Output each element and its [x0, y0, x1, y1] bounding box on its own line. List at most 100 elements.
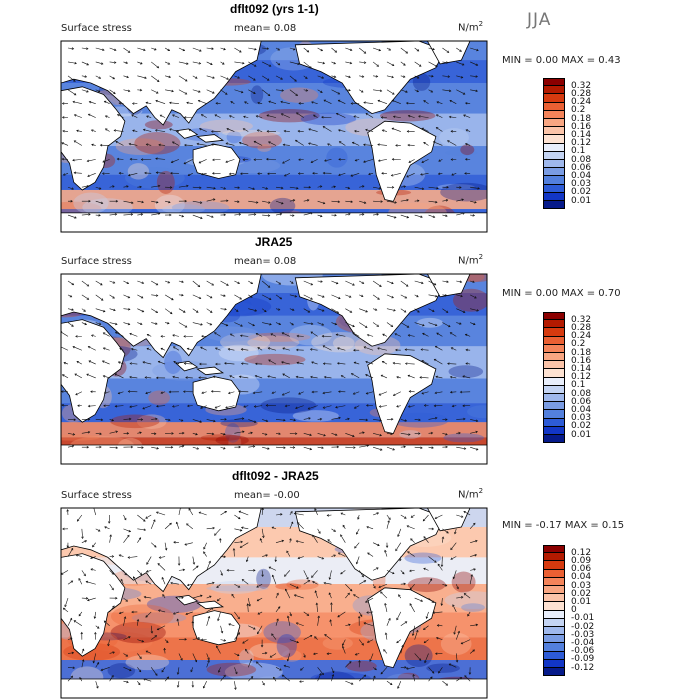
- panel-3-minmax: MIN = -0.17 MAX = 0.15: [502, 520, 625, 531]
- colorbar-swatch: [543, 328, 565, 337]
- colorbar-swatch: [543, 110, 565, 119]
- colorbar-tick-label: 0.18: [571, 347, 592, 358]
- colorbar-tick-label: 0.03: [571, 179, 592, 190]
- colorbar-tick-label: 0.24: [571, 97, 592, 108]
- panel-2-title: JRA25: [255, 235, 293, 249]
- panel-2-units: N/m2: [458, 253, 484, 267]
- panel-3-mean-label: mean= -0.00: [234, 490, 300, 501]
- panel-1-map: [61, 41, 487, 232]
- panel-2-frame: [60, 273, 488, 465]
- colorbar-swatch: [543, 394, 565, 403]
- colorbar-swatch: [543, 618, 565, 627]
- colorbar-swatch: [543, 184, 565, 193]
- colorbar-tick-label: 0.28: [571, 88, 592, 99]
- colorbar-swatch: [543, 176, 565, 185]
- colorbar-swatch: [543, 369, 565, 378]
- colorbar-swatch: [543, 361, 565, 370]
- colorbar-swatch: [543, 410, 565, 419]
- colorbar-tick-label: -0.01: [571, 613, 595, 624]
- colorbar-tick-label: 0.32: [571, 314, 592, 325]
- panel-3-frame: [60, 507, 488, 699]
- colorbar-swatch: [543, 151, 565, 160]
- colorbar-swatch: [543, 610, 565, 619]
- colorbar-tick-label: 0.32: [571, 80, 592, 91]
- panel-2-field-label: Surface stress: [61, 256, 132, 267]
- colorbar-tick-label: -0.06: [571, 646, 595, 657]
- colorbar-tick-label: 0.04: [571, 404, 592, 415]
- colorbar-tick-label: 0.06: [571, 396, 592, 407]
- colorbar-tick-label: 0.2: [571, 105, 586, 116]
- panel-2-mean-label: mean= 0.08: [234, 256, 297, 267]
- colorbar-swatch: [543, 119, 565, 128]
- colorbar-swatch: [543, 418, 565, 427]
- colorbar-swatch: [543, 102, 565, 111]
- colorbar-tick-label: 0.08: [571, 154, 592, 165]
- colorbar-tick-label: 0.03: [571, 413, 592, 424]
- colorbar-swatch: [543, 135, 565, 144]
- season-label: JJA: [527, 10, 552, 30]
- colorbar-tick-label: 0.02: [571, 421, 592, 432]
- colorbar-tick-label: 0.2: [571, 339, 586, 350]
- colorbar-swatch: [543, 192, 565, 201]
- colorbar-tick-label: 0.16: [571, 121, 592, 132]
- colorbar-swatch: [543, 344, 565, 353]
- colorbar-swatch: [543, 545, 565, 554]
- colorbar-swatch: [543, 336, 565, 345]
- panel-1-title: dflt092 (yrs 1-1): [230, 2, 319, 16]
- colorbar-swatch: [543, 94, 565, 103]
- colorbar-tick-label: 0.09: [571, 555, 592, 566]
- panel-3-title: dflt092 - JRA25: [232, 469, 319, 483]
- colorbar-swatch: [543, 651, 565, 660]
- colorbar-swatch: [543, 561, 565, 570]
- colorbar-swatch: [543, 627, 565, 636]
- colorbar-tick-label: 0.1: [571, 146, 586, 157]
- colorbar-swatch: [543, 577, 565, 586]
- colorbar-tick-label: 0.06: [571, 564, 592, 575]
- colorbar-tick-label: -0.03: [571, 629, 595, 640]
- colorbar-swatch: [543, 377, 565, 386]
- colorbar-swatch: [543, 86, 565, 95]
- colorbar-swatch: [543, 426, 565, 435]
- colorbar-swatch: [543, 127, 565, 136]
- colorbar-tick-label: 0.12: [571, 138, 592, 149]
- colorbar-tick-label: 0.04: [571, 170, 592, 181]
- colorbar-swatch: [543, 602, 565, 611]
- colorbar-tick-label: 0.14: [571, 363, 592, 374]
- colorbar-swatch: [543, 594, 565, 603]
- colorbar-tick-label: 0.16: [571, 355, 592, 366]
- colorbar-swatch: [543, 586, 565, 595]
- colorbar-tick-label: 0.12: [571, 372, 592, 383]
- colorbar-tick-label: 0.01: [571, 429, 592, 440]
- colorbar-swatch: [543, 385, 565, 394]
- panel-3-map: [61, 508, 487, 698]
- panel-2-minmax: MIN = 0.00 MAX = 0.70: [502, 288, 621, 299]
- panel-1-field-label: Surface stress: [61, 23, 132, 34]
- panel-2-map: [61, 274, 487, 464]
- colorbar-tick-label: 0: [571, 605, 577, 616]
- colorbar-swatch: [543, 143, 565, 152]
- colorbar-tick-label: 0.02: [571, 187, 592, 198]
- colorbar-tick-label: 0.01: [571, 195, 592, 206]
- colorbar-tick-label: 0.24: [571, 331, 592, 342]
- colorbar-swatch: [543, 312, 565, 321]
- colorbar-tick-label: 0.08: [571, 388, 592, 399]
- colorbar-tick-label: -0.09: [571, 654, 595, 665]
- colorbar-swatch: [543, 353, 565, 362]
- colorbar-tick-label: 0.28: [571, 322, 592, 333]
- colorbar-swatch: [543, 569, 565, 578]
- colorbar-tick-label: 0.06: [571, 162, 592, 173]
- colorbar-tick-label: -0.12: [571, 662, 595, 673]
- colorbar-tick-label: 0.12: [571, 547, 592, 558]
- panel-1-minmax: MIN = 0.00 MAX = 0.43: [502, 55, 621, 66]
- colorbar-swatch: [543, 635, 565, 644]
- colorbar-swatch: [543, 168, 565, 177]
- colorbar-tick-label: 0.1: [571, 380, 586, 391]
- colorbar-swatch: [543, 402, 565, 411]
- colorbar-swatch: [543, 320, 565, 329]
- panel-3-field-label: Surface stress: [61, 490, 132, 501]
- panel-1-units: N/m2: [458, 20, 484, 34]
- colorbar-tick-label: 0.14: [571, 129, 592, 140]
- colorbar-tick-label: 0.04: [571, 572, 592, 583]
